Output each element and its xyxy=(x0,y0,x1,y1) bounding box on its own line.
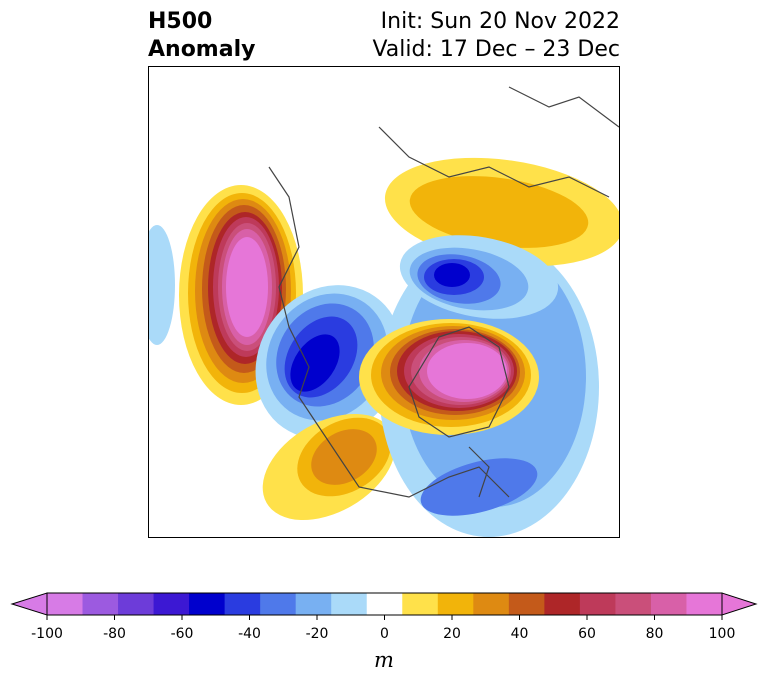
colorbar-tick-label: 0 xyxy=(380,626,389,642)
trough-west xyxy=(255,285,403,439)
ridge-pacific xyxy=(179,185,303,405)
colorbar-segment xyxy=(260,593,297,615)
colorbar-tick-label: -60 xyxy=(170,626,194,642)
colorbar-tick-label: 100 xyxy=(708,626,736,642)
anomaly-light-blue-west xyxy=(149,225,175,345)
colorbar-tick-label: 20 xyxy=(443,626,461,642)
title-field: Anomaly xyxy=(148,37,256,62)
colorbar-segment xyxy=(47,593,84,615)
colorbar-segment xyxy=(366,593,403,615)
colorbar-segment xyxy=(544,593,581,615)
coastlines xyxy=(268,86,619,498)
colorbar-segment xyxy=(295,593,332,615)
colorbar-tick-label: -20 xyxy=(305,626,329,642)
colorbar-tick-label: -40 xyxy=(238,626,261,642)
colorbar-segment xyxy=(473,593,510,615)
title-right: Init: Sun 20 Nov 2022 Valid: 17 Dec – 23… xyxy=(372,8,620,64)
colorbar-segment xyxy=(686,593,723,615)
colorbar-unit: m xyxy=(374,648,394,672)
valid-range: Valid: 17 Dec – 23 Dec xyxy=(372,37,620,62)
colorbar-segment xyxy=(331,593,368,615)
colorbar-extend-right xyxy=(721,592,758,616)
colorbar-segment xyxy=(650,593,687,615)
colorbar-tick-label: 60 xyxy=(578,626,596,642)
colorbar-segment xyxy=(508,593,545,615)
colorbar-segment xyxy=(402,593,439,615)
ridge-canada xyxy=(359,319,539,435)
colorbar-tick-label: 80 xyxy=(645,626,664,642)
colorbar-svg xyxy=(10,592,758,620)
colorbar-tick-label: -80 xyxy=(103,626,126,642)
init-date: Init: Sun 20 Nov 2022 xyxy=(380,9,620,34)
colorbar-segment xyxy=(153,593,190,615)
colorbar-segment xyxy=(224,593,261,615)
colorbar-segment xyxy=(579,593,616,615)
colorbar-segment xyxy=(615,593,652,615)
colorbar-tick-label: -100 xyxy=(31,626,63,642)
colorbar-extend-left xyxy=(10,592,48,616)
colorbar-segment xyxy=(118,593,155,615)
colorbar-segment xyxy=(189,593,226,615)
ridge-southwest xyxy=(262,413,396,521)
colorbar-tick-label: 40 xyxy=(510,626,529,642)
anomaly-map xyxy=(148,66,620,538)
colorbar: -100 -80 -60 -40 -20 0 20 40 60 80 100 m xyxy=(0,580,768,680)
colorbar-segment xyxy=(82,593,119,615)
title-left: H500 Anomaly xyxy=(148,8,255,64)
map-svg xyxy=(149,86,619,537)
trough-greenland xyxy=(399,235,559,319)
colorbar-segment xyxy=(437,593,474,615)
title-variable: H500 xyxy=(148,9,213,34)
